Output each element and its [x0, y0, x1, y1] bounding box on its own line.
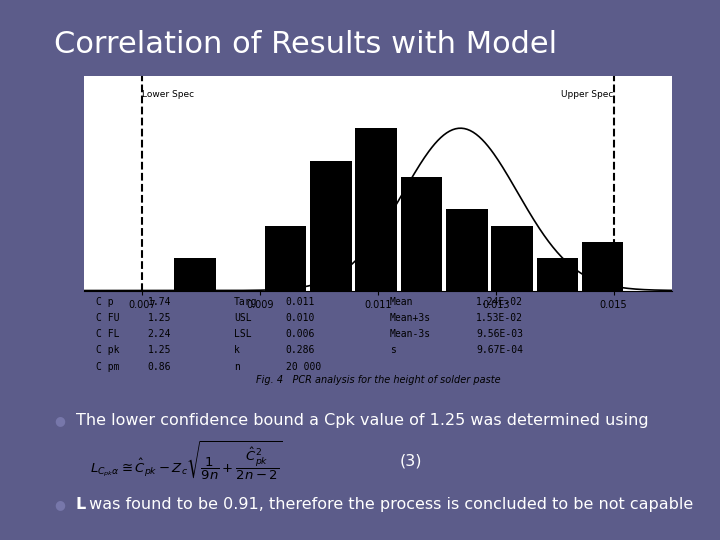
Text: 1.25: 1.25: [148, 345, 171, 355]
Text: C p: C p: [96, 297, 113, 307]
Text: 1.24E-02: 1.24E-02: [476, 297, 523, 307]
Text: The lower confidence bound a Cpk value of 1.25 was determined using: The lower confidence bound a Cpk value o…: [76, 413, 648, 428]
Text: Fig. 4   PCR analysis for the height of solder paste: Fig. 4 PCR analysis for the height of so…: [256, 375, 500, 386]
Text: LSL: LSL: [234, 329, 251, 339]
Text: s: s: [390, 345, 395, 355]
Bar: [446, 210, 487, 291]
Bar: [310, 161, 352, 291]
Text: 2.24: 2.24: [148, 329, 171, 339]
Text: Upper Spec: Upper Spec: [561, 90, 613, 99]
Text: C pm: C pm: [96, 362, 119, 372]
Bar: [356, 128, 397, 291]
Text: 0.86: 0.86: [148, 362, 171, 372]
Text: k: k: [234, 345, 240, 355]
Text: 0.006: 0.006: [286, 329, 315, 339]
Bar: [400, 177, 442, 291]
Text: 1.53E-02: 1.53E-02: [476, 313, 523, 323]
Text: Lower Spec: Lower Spec: [143, 90, 194, 99]
Text: Targ: Targ: [234, 297, 258, 307]
Text: 20 000: 20 000: [286, 362, 321, 372]
Bar: [582, 242, 624, 291]
Text: 1.25: 1.25: [148, 313, 171, 323]
Text: Correlation of Results with Model: Correlation of Results with Model: [54, 30, 557, 59]
Text: (3): (3): [400, 454, 422, 469]
Text: ●: ●: [54, 498, 65, 511]
Text: Mean-3s: Mean-3s: [390, 329, 431, 339]
Bar: [265, 226, 307, 291]
Text: 9.56E-03: 9.56E-03: [476, 329, 523, 339]
Text: 0.286: 0.286: [286, 345, 315, 355]
Text: C FL: C FL: [96, 329, 119, 339]
Text: 9.67E-04: 9.67E-04: [476, 345, 523, 355]
Text: C FU: C FU: [96, 313, 119, 323]
Text: C pk: C pk: [96, 345, 119, 355]
Text: was found to be 0.91, therefore the process is concluded to be not capable: was found to be 0.91, therefore the proc…: [84, 497, 693, 512]
Text: USL: USL: [234, 313, 251, 323]
Bar: [491, 226, 533, 291]
Text: Mean+3s: Mean+3s: [390, 313, 431, 323]
Text: 1.74: 1.74: [148, 297, 171, 307]
Text: n: n: [234, 362, 240, 372]
Bar: [174, 258, 216, 291]
Text: 0.011: 0.011: [286, 297, 315, 307]
Text: Mean: Mean: [390, 297, 413, 307]
Bar: [536, 258, 578, 291]
Text: L: L: [76, 497, 86, 512]
Text: 0.010: 0.010: [286, 313, 315, 323]
Text: ●: ●: [54, 414, 65, 427]
Text: $L_{C_{pk}\alpha} \cong \hat{C}_{pk} - Z_c\sqrt{\dfrac{1}{9n} + \dfrac{\hat{C}_{: $L_{C_{pk}\alpha} \cong \hat{C}_{pk} - Z…: [90, 439, 282, 482]
